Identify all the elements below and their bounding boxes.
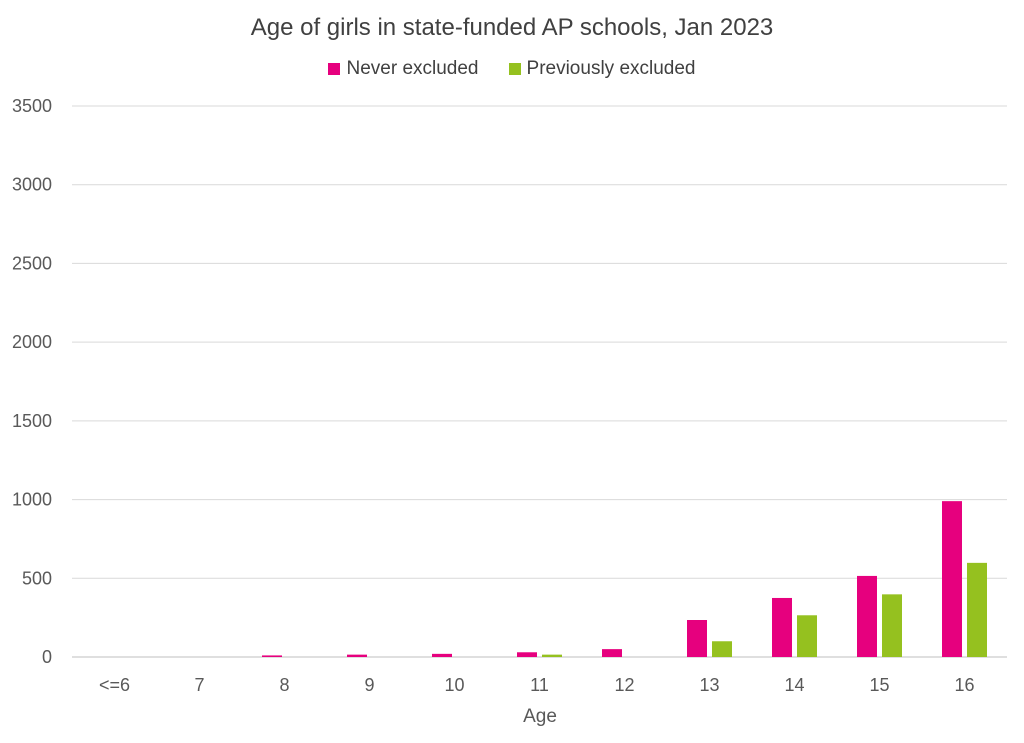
x-tick-label: 13 bbox=[699, 675, 719, 695]
chart-title: Age of girls in state-funded AP schools,… bbox=[250, 14, 774, 41]
x-tick-label: 14 bbox=[784, 675, 804, 695]
bar-never-excluded-10 bbox=[942, 501, 962, 657]
gridlines bbox=[72, 105, 1007, 658]
y-tick-label: 1500 bbox=[12, 411, 52, 431]
legend-swatch-previously-excluded bbox=[508, 63, 521, 75]
x-axis-title: Age bbox=[523, 706, 557, 727]
x-tick-label: 10 bbox=[444, 675, 464, 695]
legend-label-previously-excluded: Previously excluded bbox=[526, 58, 696, 79]
bars bbox=[262, 501, 987, 657]
y-tick-label: 500 bbox=[22, 568, 52, 588]
bar-previously-excluded-10 bbox=[967, 562, 987, 657]
legend-label-never-excluded: Never excluded bbox=[346, 58, 479, 79]
x-tick-label: 15 bbox=[869, 675, 889, 695]
x-tick-label: 12 bbox=[614, 675, 634, 695]
x-tick-label: 7 bbox=[194, 675, 204, 695]
x-tick-label: <=6 bbox=[99, 675, 130, 695]
y-axis-ticks: 0 500 1000 1500 2000 2500 3000 3500 bbox=[12, 96, 52, 667]
y-tick-label: 2500 bbox=[12, 253, 52, 273]
y-tick-label: 0 bbox=[42, 647, 52, 667]
legend-item-never-excluded: Never excluded bbox=[328, 58, 479, 80]
bar-never-excluded-7 bbox=[687, 620, 707, 657]
bar-never-excluded-8 bbox=[772, 597, 792, 657]
bar-never-excluded-4 bbox=[432, 653, 452, 657]
y-tick-label: 3500 bbox=[12, 96, 52, 116]
bar-never-excluded-5 bbox=[517, 652, 537, 657]
bar-never-excluded-9 bbox=[857, 575, 877, 657]
y-tick-label: 1000 bbox=[12, 490, 52, 510]
x-tick-label: 16 bbox=[954, 675, 974, 695]
x-tick-label: 11 bbox=[530, 675, 549, 695]
bar-never-excluded-2 bbox=[262, 655, 282, 657]
legend-swatch-never-excluded bbox=[328, 63, 341, 75]
bar-previously-excluded-5 bbox=[542, 654, 562, 657]
y-tick-label: 3000 bbox=[12, 175, 52, 195]
bar-previously-excluded-9 bbox=[882, 594, 902, 657]
legend: Never excluded Previously excluded bbox=[0, 58, 1024, 80]
x-axis-ticks: <=6 7 8 9 10 11 12 13 14 15 16 bbox=[99, 675, 975, 695]
bar-never-excluded-6 bbox=[602, 649, 622, 657]
x-tick-label: 8 bbox=[279, 675, 289, 695]
bar-previously-excluded-7 bbox=[712, 641, 732, 657]
y-tick-label: 2000 bbox=[12, 332, 52, 352]
bar-previously-excluded-8 bbox=[797, 615, 817, 657]
x-tick-label: 9 bbox=[364, 675, 374, 695]
bar-never-excluded-3 bbox=[347, 654, 367, 657]
legend-item-previously-excluded: Previously excluded bbox=[508, 58, 696, 80]
